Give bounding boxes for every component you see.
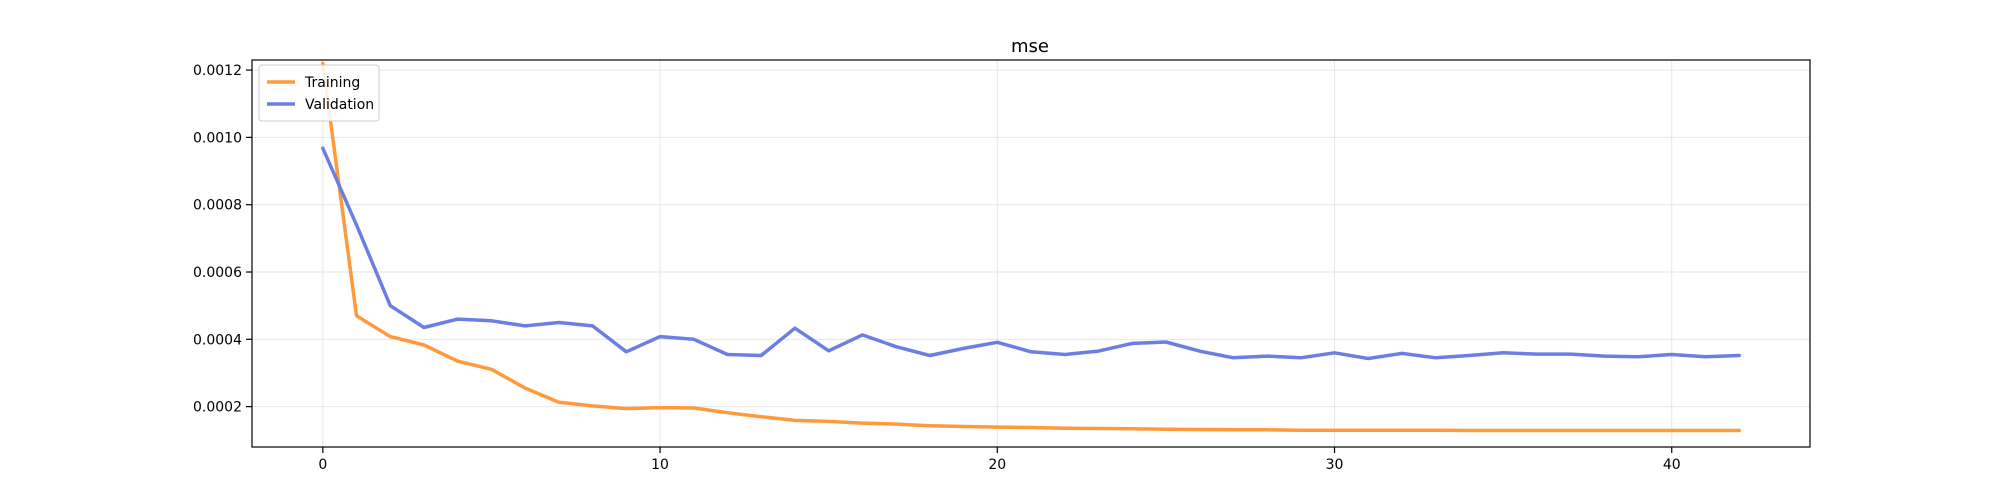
- plot-area-frame: [251, 59, 1811, 448]
- grid-lines: [252, 60, 1810, 447]
- y-tick-label: 0.0006: [193, 265, 242, 281]
- x-tick-label: 20: [988, 457, 1006, 473]
- y-tick-label: 0.0008: [193, 198, 242, 214]
- chart-title: mse: [1011, 36, 1049, 57]
- x-tick-label: 0: [318, 457, 327, 473]
- y-tick-label: 0.0012: [193, 63, 242, 79]
- x-tick-label: 30: [1326, 457, 1344, 473]
- y-tick-label: 0.0004: [193, 332, 242, 348]
- training-legend-label: Training: [304, 75, 360, 91]
- series-lines: [321, 61, 1741, 433]
- legend-box: [258, 64, 380, 122]
- x-tick-label: 10: [651, 457, 669, 473]
- y-tick-label: 0.0002: [193, 400, 242, 416]
- training-series-line: [321, 61, 1741, 433]
- validation-legend-label: Validation: [305, 97, 374, 113]
- validation-series-line: [321, 146, 1741, 361]
- y-tick-label: 0.0010: [193, 130, 242, 146]
- legend: Training Validation: [258, 64, 380, 122]
- axis-ticks: 0 10 20 30 40 0.0002 0.0004 0.0006 0.0008 0.0010 0…: [193, 63, 1681, 473]
- x-tick-label: 40: [1663, 457, 1681, 473]
